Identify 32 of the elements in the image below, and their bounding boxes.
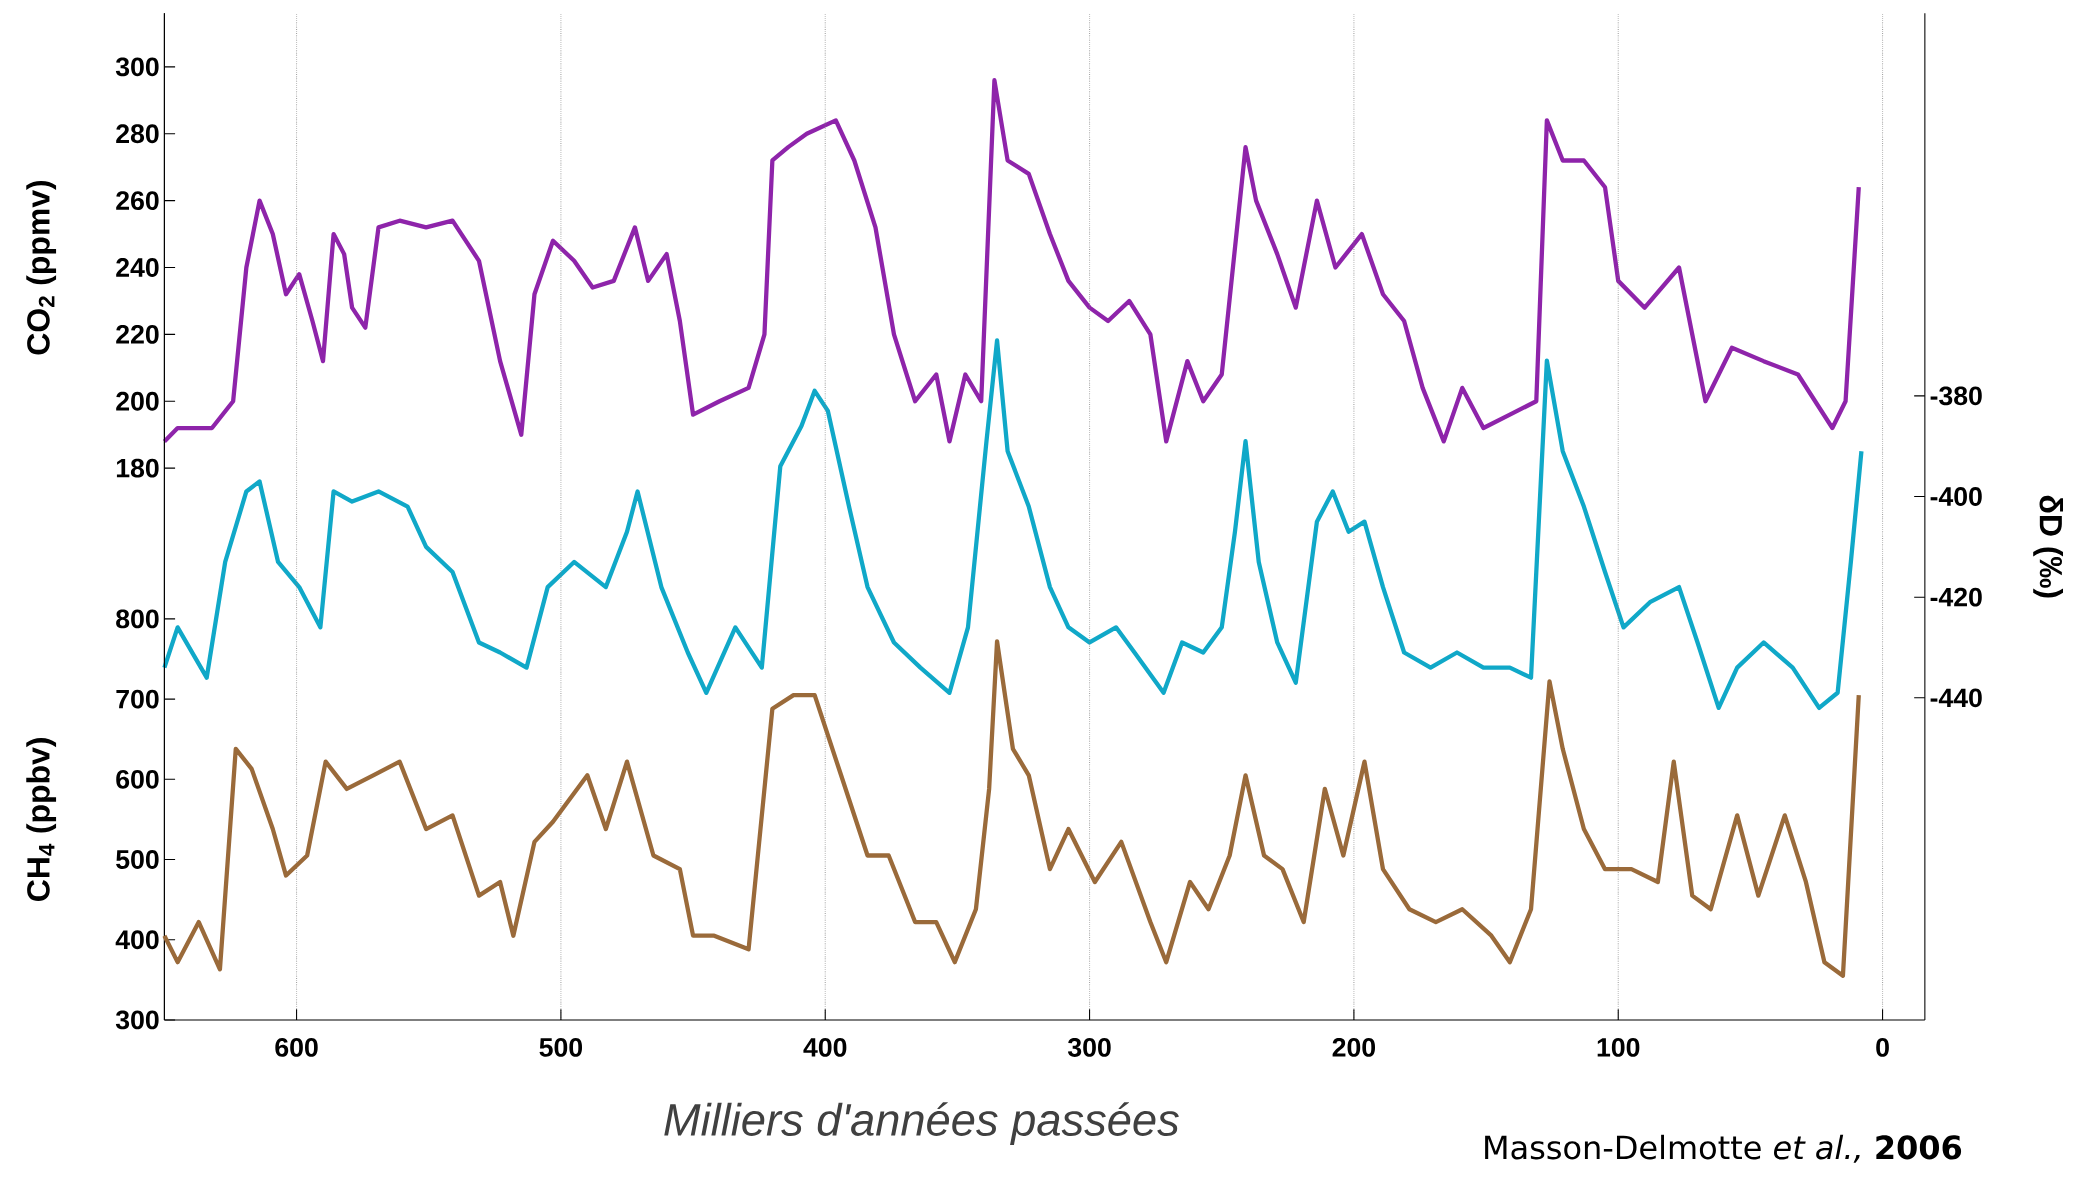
y-tick-label: 220 [116,324,159,344]
x-tick-label: 300 [1067,1037,1111,1057]
y-tick-label: 300 [115,1010,159,1030]
y-tick-label: 400 [115,930,159,949]
y-tick-label: 200 [116,391,159,411]
x-tick-label: 0 [1876,1037,1889,1057]
line-series [162,338,1864,710]
line-series [162,639,1861,978]
x-axis-title: Milliers d'années passées [664,1101,1179,1145]
x-tick-label: 100 [1597,1037,1640,1057]
y2-axis-title: δD (‰) [2033,495,2064,598]
y-tick-label: 800 [116,609,159,629]
line-series [162,77,1861,444]
x-tick-label: 500 [539,1037,583,1057]
x-tick-label: 200 [1332,1037,1376,1057]
y-axis-title: CH$_{4}$ (ppbv) [26,737,57,901]
y2-tick-label: -420 [1930,587,1982,607]
y2-tick-label: -440 [1930,688,1982,708]
y-tick-label: 240 [116,257,159,277]
y-tick-label: 300 [115,57,159,77]
y2-tick-label: -400 [1930,486,1982,506]
y-tick-label: 500 [116,849,159,869]
y-tick-label: 700 [116,689,159,709]
y-tick-label: 280 [116,124,159,143]
x-tick-label: 600 [275,1037,318,1057]
y2-tick-label: -380 [1930,386,1982,406]
y-tick-label: 180 [116,458,159,478]
x-tick-label: 400 [803,1037,847,1057]
text: Masson-Delmotte et al., 2006 [1485,1134,1962,1163]
y-tick-label: 260 [116,191,159,210]
y-axis-title: CO$_{2}$ (ppmv) [26,180,57,355]
y-tick-label: 600 [116,769,159,789]
